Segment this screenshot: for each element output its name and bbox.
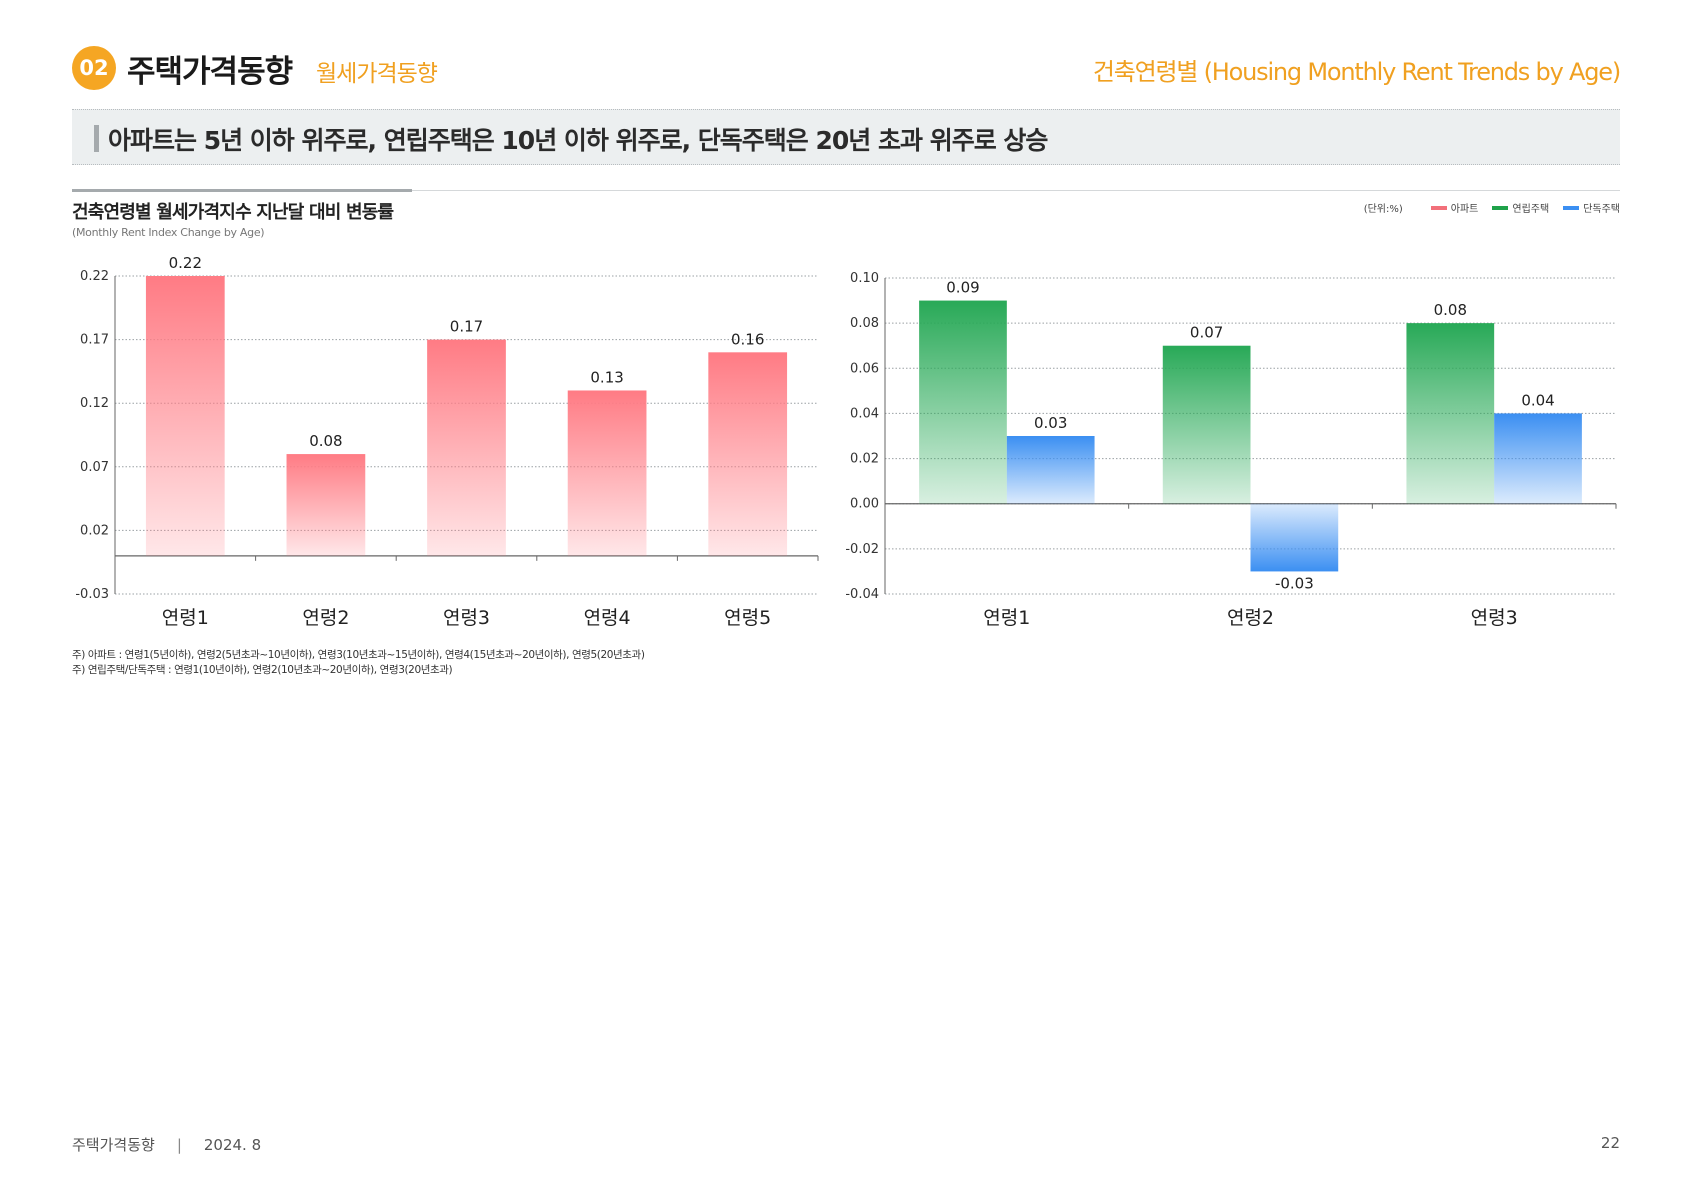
- category-label: 연령5: [724, 607, 771, 629]
- data-label: 0.07: [1190, 324, 1223, 342]
- bar-아파트: [708, 352, 788, 556]
- data-label: 0.08: [309, 432, 342, 450]
- category-label: 연령2: [302, 607, 349, 629]
- apartment-bar-chart: 0.22 0.17 0.12 0.07 0.02 -0.03 0.22 연령1 0.08 연령2 0…: [75, 254, 819, 629]
- y-tick-label: -0.04: [845, 587, 879, 602]
- section-title: 주택가격동향: [127, 54, 293, 90]
- legend-label: 단독주택: [1583, 204, 1620, 215]
- y-tick-label: -0.02: [845, 542, 879, 557]
- data-label: 0.03: [1034, 414, 1067, 432]
- category-label: 연령2: [1227, 607, 1274, 629]
- bar-아파트: [286, 454, 366, 556]
- chart-legend: (단위:%) 아파트 연립주택 단독주택: [1364, 200, 1620, 215]
- y-tick-label: -0.03: [75, 587, 109, 602]
- legend-label: 연립주택: [1512, 204, 1550, 215]
- y-tick-label: 0.10: [850, 271, 879, 286]
- legend-item-apartment: 아파트: [1430, 200, 1479, 215]
- page-heading: 건축연령별 (Housing Monthly Rent Trends by Ag…: [1092, 58, 1621, 86]
- headline-text: 아파트는 5년 이하 위주로, 연립주택은 10년 이하 위주로, 단독주택은 …: [108, 126, 1048, 155]
- y-tick-label: 0.12: [80, 396, 109, 411]
- section-subtitle: 월세가격동향: [316, 61, 438, 87]
- legend-item-rowhouse: 연립주택: [1492, 200, 1549, 215]
- y-tick-label: 0.00: [850, 497, 879, 512]
- data-label: 0.22: [169, 254, 202, 272]
- legend-unit: (단위:%): [1363, 204, 1403, 215]
- data-label: 0.04: [1521, 391, 1554, 409]
- y-tick-label: 0.08: [850, 316, 879, 331]
- category-label: 연령1: [983, 607, 1030, 629]
- chart-divider: [72, 190, 1620, 191]
- section-number-badge: 02: [72, 46, 116, 90]
- chart-divider-accent: [72, 189, 412, 192]
- footer-left: 주택가격동향 | 2024. 8: [72, 1134, 261, 1155]
- category-label: 연령1: [162, 607, 209, 629]
- data-label: 0.17: [450, 318, 483, 336]
- bar-연립주택: [919, 300, 1007, 504]
- page-number: 22: [1600, 1134, 1620, 1152]
- data-label: 0.13: [590, 368, 623, 386]
- chart-notes: 주) 아파트 : 연령1(5년이하), 연령2(5년초과~10년이하), 연령3…: [72, 648, 645, 678]
- bar-단독주택: [1250, 503, 1339, 572]
- legend-swatch-apartment: [1430, 205, 1447, 210]
- bar-아파트: [427, 339, 506, 556]
- bar-단독주택: [1494, 413, 1582, 504]
- data-label: -0.03: [1275, 574, 1314, 592]
- bar-아파트: [567, 390, 647, 556]
- footer-label: 주택가격동향: [72, 1136, 155, 1154]
- y-tick-label: 0.17: [80, 333, 109, 348]
- chart-title: 건축연령별 월세가격지수 지난달 대비 변동률: [72, 202, 394, 223]
- page-header: 02 주택가격동향 월세가격동향 건축연령별 (Housing Monthly …: [72, 44, 1621, 94]
- y-tick-label: 0.02: [850, 452, 879, 467]
- note-line-houses: 주) 연립주택/단독주택 : 연령1(10년이하), 연령2(10년초과~20년…: [72, 664, 453, 676]
- footer-date: 2024. 8: [203, 1136, 262, 1154]
- category-label: 연령3: [1471, 607, 1518, 629]
- y-tick-label: 0.07: [80, 460, 109, 475]
- bar-연립주택: [1162, 345, 1251, 504]
- legend-swatch-rowhouse: [1492, 205, 1509, 210]
- data-label: 0.08: [1434, 301, 1467, 319]
- y-tick-label: 0.06: [850, 361, 879, 376]
- chart-subtitle: (Monthly Rent Index Change by Age): [72, 226, 265, 239]
- bar-연립주택: [1406, 323, 1495, 504]
- y-tick-label: 0.22: [80, 269, 109, 284]
- legend-item-detached: 단독주택: [1563, 200, 1620, 215]
- data-label: 0.09: [946, 279, 979, 297]
- bar-아파트: [145, 276, 225, 556]
- headline-box: 아파트는 5년 이하 위주로, 연립주택은 10년 이하 위주로, 단독주택은 …: [72, 109, 1620, 165]
- legend-swatch-detached: [1563, 205, 1580, 210]
- legend-label: 아파트: [1450, 204, 1479, 215]
- category-label: 연령4: [584, 607, 631, 629]
- house-bar-chart: 0.10 0.08 0.06 0.04 0.02 0.00 -0.02 -0.04 0.09 0.…: [845, 271, 1617, 629]
- y-tick-label: 0.04: [850, 406, 879, 421]
- note-line-apartment: 주) 아파트 : 연령1(5년이하), 연령2(5년초과~10년이하), 연령3…: [72, 649, 645, 661]
- headline-accent-bar: [94, 125, 99, 152]
- data-label: 0.16: [731, 330, 764, 348]
- category-label: 연령3: [443, 607, 490, 629]
- y-tick-label: 0.02: [80, 523, 109, 538]
- footer-separator: |: [176, 1136, 182, 1154]
- bar-단독주택: [1006, 436, 1095, 504]
